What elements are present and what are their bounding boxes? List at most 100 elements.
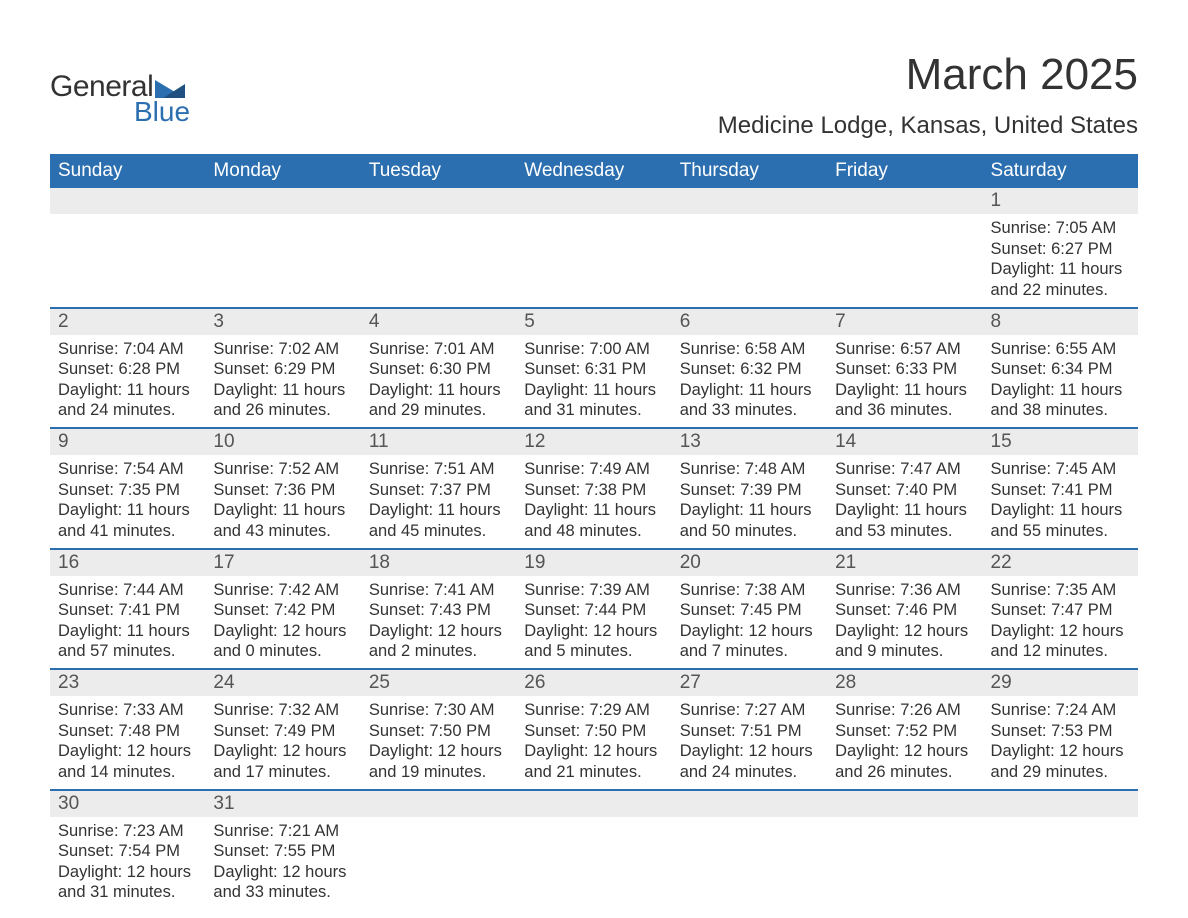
sunrise-text: Sunrise: 7:30 AM — [369, 700, 508, 721]
day-cell: Sunrise: 7:32 AMSunset: 7:49 PMDaylight:… — [205, 696, 360, 789]
day-cell: Sunrise: 6:58 AMSunset: 6:32 PMDaylight:… — [672, 335, 827, 428]
daylight-text: Daylight: 11 hours and 41 minutes. — [58, 500, 197, 541]
sunrise-text: Sunrise: 7:05 AM — [991, 218, 1130, 239]
sunset-text: Sunset: 7:54 PM — [58, 841, 197, 862]
weekday-header: Saturday — [983, 154, 1138, 188]
sunrise-text: Sunrise: 7:24 AM — [991, 700, 1130, 721]
day-number: 23 — [50, 670, 205, 696]
sunset-text: Sunset: 6:28 PM — [58, 359, 197, 380]
day-number-row: 1 — [50, 188, 1138, 214]
day-cell: Sunrise: 6:55 AMSunset: 6:34 PMDaylight:… — [983, 335, 1138, 428]
day-number-row: 16171819202122 — [50, 550, 1138, 576]
sunrise-text: Sunrise: 7:48 AM — [680, 459, 819, 480]
day-number: 6 — [672, 309, 827, 335]
day-number-row: 2345678 — [50, 309, 1138, 335]
day-number-row: 3031 — [50, 791, 1138, 817]
day-number: 18 — [361, 550, 516, 576]
day-number: 13 — [672, 429, 827, 455]
daylight-text: Daylight: 12 hours and 5 minutes. — [524, 621, 663, 662]
sunset-text: Sunset: 7:53 PM — [991, 721, 1130, 742]
day-cell — [516, 214, 671, 307]
sunrise-text: Sunrise: 6:55 AM — [991, 339, 1130, 360]
sunset-text: Sunset: 6:29 PM — [213, 359, 352, 380]
day-number: 2 — [50, 309, 205, 335]
weekday-header: Sunday — [50, 154, 205, 188]
sunset-text: Sunset: 7:44 PM — [524, 600, 663, 621]
sunrise-text: Sunrise: 7:45 AM — [991, 459, 1130, 480]
day-cell — [983, 817, 1138, 910]
day-cell: Sunrise: 7:54 AMSunset: 7:35 PMDaylight:… — [50, 455, 205, 548]
sunrise-text: Sunrise: 7:44 AM — [58, 580, 197, 601]
day-number: 3 — [205, 309, 360, 335]
day-number: 1 — [983, 188, 1138, 214]
daylight-text: Daylight: 11 hours and 22 minutes. — [991, 259, 1130, 300]
daylight-text: Daylight: 12 hours and 29 minutes. — [991, 741, 1130, 782]
sunrise-text: Sunrise: 7:32 AM — [213, 700, 352, 721]
daylight-text: Daylight: 11 hours and 48 minutes. — [524, 500, 663, 541]
day-number — [516, 188, 671, 214]
day-number: 21 — [827, 550, 982, 576]
sunset-text: Sunset: 7:38 PM — [524, 480, 663, 501]
daylight-text: Daylight: 11 hours and 33 minutes. — [680, 380, 819, 421]
title-block: March 2025 Medicine Lodge, Kansas, Unite… — [718, 50, 1138, 146]
sunset-text: Sunset: 7:50 PM — [369, 721, 508, 742]
sunset-text: Sunset: 6:32 PM — [680, 359, 819, 380]
day-content-row: Sunrise: 7:33 AMSunset: 7:48 PMDaylight:… — [50, 696, 1138, 789]
daylight-text: Daylight: 11 hours and 26 minutes. — [213, 380, 352, 421]
day-cell: Sunrise: 7:30 AMSunset: 7:50 PMDaylight:… — [361, 696, 516, 789]
daylight-text: Daylight: 12 hours and 17 minutes. — [213, 741, 352, 782]
weekday-header: Tuesday — [361, 154, 516, 188]
day-number: 31 — [205, 791, 360, 817]
sunset-text: Sunset: 7:43 PM — [369, 600, 508, 621]
day-number — [827, 791, 982, 817]
day-cell: Sunrise: 7:24 AMSunset: 7:53 PMDaylight:… — [983, 696, 1138, 789]
sunrise-text: Sunrise: 6:57 AM — [835, 339, 974, 360]
day-number — [516, 791, 671, 817]
day-number: 12 — [516, 429, 671, 455]
day-number: 4 — [361, 309, 516, 335]
day-number — [361, 188, 516, 214]
daylight-text: Daylight: 11 hours and 31 minutes. — [524, 380, 663, 421]
day-cell: Sunrise: 7:29 AMSunset: 7:50 PMDaylight:… — [516, 696, 671, 789]
sunrise-text: Sunrise: 7:36 AM — [835, 580, 974, 601]
day-cell: Sunrise: 7:52 AMSunset: 7:36 PMDaylight:… — [205, 455, 360, 548]
daylight-text: Daylight: 12 hours and 0 minutes. — [213, 621, 352, 662]
day-cell — [827, 214, 982, 307]
day-cell: Sunrise: 7:39 AMSunset: 7:44 PMDaylight:… — [516, 576, 671, 669]
weekday-header: Thursday — [672, 154, 827, 188]
day-number: 27 — [672, 670, 827, 696]
daylight-text: Daylight: 12 hours and 21 minutes. — [524, 741, 663, 782]
day-number — [50, 188, 205, 214]
day-cell: Sunrise: 7:05 AMSunset: 6:27 PMDaylight:… — [983, 214, 1138, 307]
sunrise-text: Sunrise: 7:29 AM — [524, 700, 663, 721]
sunset-text: Sunset: 7:45 PM — [680, 600, 819, 621]
day-number: 25 — [361, 670, 516, 696]
day-number-row: 9101112131415 — [50, 429, 1138, 455]
day-cell — [361, 817, 516, 910]
daylight-text: Daylight: 12 hours and 7 minutes. — [680, 621, 819, 662]
day-number: 15 — [983, 429, 1138, 455]
sunrise-text: Sunrise: 7:27 AM — [680, 700, 819, 721]
day-number: 17 — [205, 550, 360, 576]
day-cell: Sunrise: 7:47 AMSunset: 7:40 PMDaylight:… — [827, 455, 982, 548]
day-number — [827, 188, 982, 214]
day-cell: Sunrise: 7:02 AMSunset: 6:29 PMDaylight:… — [205, 335, 360, 428]
day-number: 14 — [827, 429, 982, 455]
day-number: 16 — [50, 550, 205, 576]
day-cell: Sunrise: 7:38 AMSunset: 7:45 PMDaylight:… — [672, 576, 827, 669]
sunset-text: Sunset: 7:40 PM — [835, 480, 974, 501]
day-number: 20 — [672, 550, 827, 576]
day-number: 5 — [516, 309, 671, 335]
sunrise-text: Sunrise: 7:47 AM — [835, 459, 974, 480]
month-title: March 2025 — [718, 50, 1138, 100]
day-content-row: Sunrise: 7:23 AMSunset: 7:54 PMDaylight:… — [50, 817, 1138, 910]
day-number: 29 — [983, 670, 1138, 696]
brand-word-2: Blue — [134, 96, 190, 128]
day-number: 11 — [361, 429, 516, 455]
sunrise-text: Sunrise: 7:54 AM — [58, 459, 197, 480]
brand-triangle-icon — [155, 76, 185, 98]
daylight-text: Daylight: 12 hours and 24 minutes. — [680, 741, 819, 782]
brand-logo: General Blue — [50, 50, 190, 128]
day-cell: Sunrise: 7:04 AMSunset: 6:28 PMDaylight:… — [50, 335, 205, 428]
sunset-text: Sunset: 7:37 PM — [369, 480, 508, 501]
